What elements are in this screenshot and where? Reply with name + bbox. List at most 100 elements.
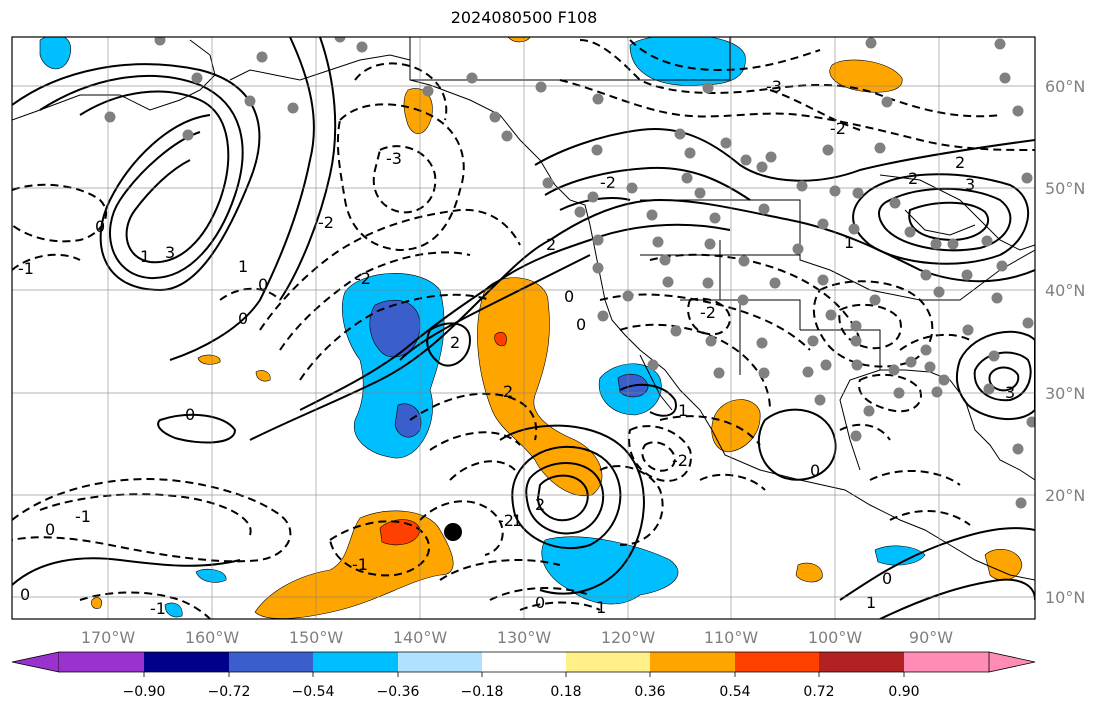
contour-label: 2 [450,333,460,352]
map-frame [11,36,1036,620]
colorbar-segment [313,652,398,672]
negative-anomaly-region [629,37,746,86]
contour-label: -2 [498,511,514,530]
contour-label: 2 [546,235,556,254]
contour-label: 0 [882,569,892,588]
positive-anomaly-region [984,548,1023,581]
colorbar-tick: −0.90 [123,684,166,700]
lat-label: 20°N [1045,486,1085,505]
contour-label: 2 [955,153,965,172]
lon-label: 90°W [909,628,953,647]
colorbar-segment [566,652,650,672]
contour-label: 1 [596,598,606,617]
contour-label: 1 [512,511,522,530]
longitude-labels: 170°W 160°W 150°W 140°W 130°W 120°W 110°… [81,628,953,647]
negative-anomaly-region [164,602,183,618]
lat-label: 10°N [1045,588,1085,607]
negative-anomaly-region [195,568,227,583]
colorbar-tick: −0.18 [461,684,504,700]
coastlines [12,37,1035,581]
contour-label: 0 [258,275,268,294]
positive-anomaly-region [197,354,221,365]
contour-label: 3 [965,175,975,194]
colorbar-segment [904,652,989,672]
colorbar-segment [398,652,482,672]
station-markers [104,37,1035,509]
lon-label: 120°W [601,628,656,647]
colorbar-segment [59,652,144,672]
contour-label: 1 [678,401,688,420]
colorbar: −0.90 −0.72 −0.54 −0.36 −0.18 0.18 0.36 … [11,651,1036,700]
colorbar-segment [229,652,313,672]
lat-label: 40°N [1045,281,1085,300]
contour-label: -2 [318,213,334,232]
storm-center-marker [444,523,462,541]
contour-label: 0 [185,405,195,424]
contour-label: -1 [150,599,166,618]
contour-label: 0 [810,461,820,480]
colorbar-tick: −0.54 [292,684,335,700]
contour-label: 1 [866,593,876,612]
contour-labels: 0 -1 1 3 1 0 0 -3 -2 -2 2 0 -1 0 0 -1 -1… [18,77,1015,618]
contour-label: 0 [564,287,574,306]
lon-label: 140°W [393,628,448,647]
contour-label: 2 [503,382,513,401]
colorbar-tick: 0.54 [719,684,750,700]
colorbar-tick: −0.36 [377,684,420,700]
positive-anomaly-region [255,370,271,382]
contour-label: -1 [352,555,368,574]
contour-label: 2 [535,495,545,514]
contour-label: -3 [766,77,782,96]
colorbar-segment [735,652,819,672]
contour-label: 0 [535,593,545,612]
contour-label: 3 [165,243,175,262]
contour-label: 3 [1005,383,1015,402]
positive-anomaly-region [795,562,823,583]
contour-label: 1 [238,257,248,276]
lat-label: 30°N [1045,384,1085,403]
colorbar-segment [482,652,566,672]
contour-label: 1 [140,247,150,266]
colorbar-segment [144,652,229,672]
colorbar-segment [650,652,735,672]
lon-label: 100°W [808,628,863,647]
colorbar-segment [11,651,60,673]
lat-label: 60°N [1045,77,1085,96]
graticule [12,37,1035,619]
lat-label: 50°N [1045,179,1085,198]
shaded-anomalies [39,37,1023,619]
contour-label: 1 [844,233,854,252]
contour-label: -2 [355,269,371,288]
colorbar-segment [988,651,1036,673]
colorbar-tick: 0.90 [888,684,919,700]
lon-label: 150°W [289,628,344,647]
positive-anomaly-core [494,331,507,347]
lon-label: 110°W [704,628,759,647]
contours-solid [12,37,1035,619]
colorbar-tick: 0.72 [803,684,834,700]
map-title: 2024080500 F108 [450,8,598,27]
negative-anomaly-region [541,536,679,605]
colorbar-tick: −0.72 [208,684,251,700]
contour-label: -1 [18,259,34,278]
contour-label: 0 [45,520,55,539]
negative-anomaly-region [874,545,926,566]
latitude-labels: 60°N 50°N 40°N 30°N 20°N 10°N [1045,77,1085,607]
contour-label: 2 [908,169,918,188]
colorbar-tick: 0.36 [634,684,665,700]
colorbar-segment [819,652,904,672]
negative-anomaly-region [39,37,72,70]
positive-anomaly-region [91,597,103,609]
contour-label: -3 [386,149,402,168]
contour-label: -1 [75,507,91,526]
contour-label: -2 [672,451,688,470]
contour-label: 0 [95,217,105,236]
contour-label: 0 [238,309,248,328]
contour-label: -2 [830,119,846,138]
contour-label: -2 [600,173,616,192]
contour-label: -2 [700,303,716,322]
contour-label: 0 [576,315,586,334]
lon-label: 130°W [497,628,552,647]
lon-label: 160°W [185,628,240,647]
